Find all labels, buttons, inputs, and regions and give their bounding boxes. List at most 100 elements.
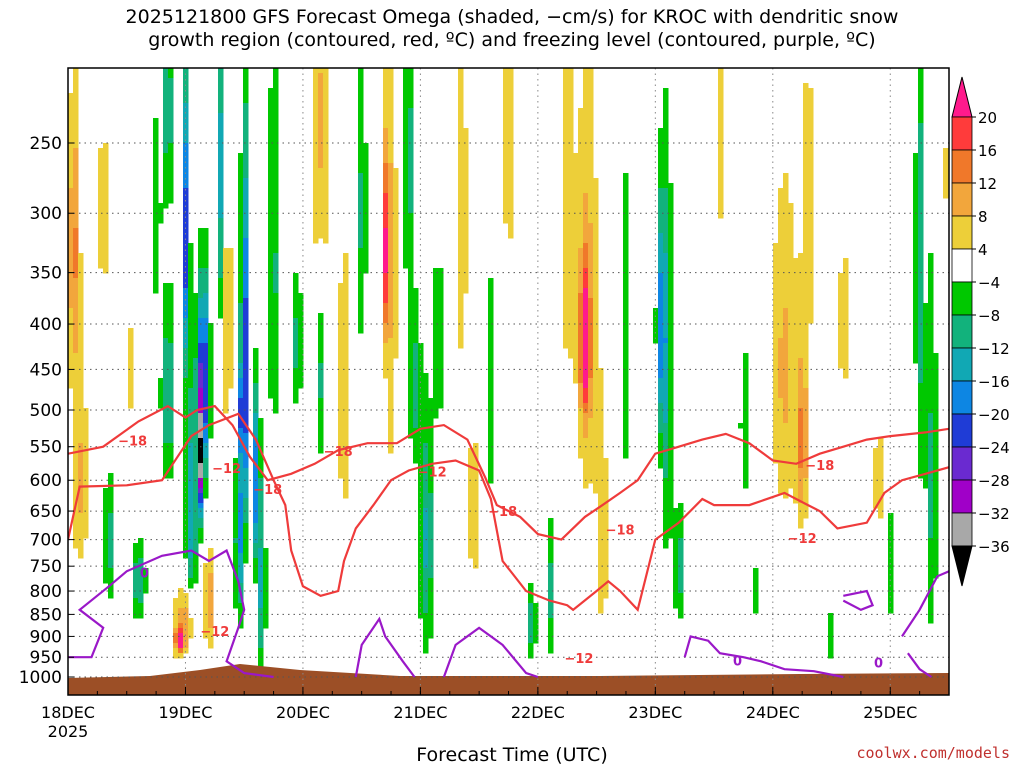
omega-cell [458, 303, 464, 309]
omega-cell [323, 238, 329, 244]
omega-cell [588, 208, 594, 214]
omega-cell [428, 443, 434, 449]
omega-cell [588, 418, 594, 424]
omega-cell [788, 263, 794, 269]
omega-cell [568, 233, 574, 239]
omega-cell [198, 488, 204, 494]
omega-cell [243, 548, 249, 554]
omega-cell [138, 598, 144, 604]
omega-cell [668, 483, 674, 489]
omega-cell [508, 83, 514, 89]
omega-cell [198, 248, 204, 254]
omega-cell [273, 288, 279, 294]
omega-cell [258, 593, 264, 599]
omega-cell [338, 368, 344, 374]
omega-cell [163, 203, 169, 209]
omega-cell [223, 343, 229, 349]
omega-cell [928, 398, 934, 404]
omega-cell [403, 138, 409, 144]
freezing-level-contour-segment [901, 570, 949, 638]
omega-cell [458, 238, 464, 244]
omega-cell [163, 313, 169, 319]
omega-cell [388, 198, 394, 204]
omega-cell [238, 513, 244, 519]
omega-cell [198, 293, 204, 299]
omega-cell [108, 503, 114, 509]
omega-cell [803, 143, 809, 149]
omega-cell [103, 233, 109, 239]
colorbar-cap-top [951, 76, 973, 118]
omega-cell [318, 113, 324, 119]
omega-cell [548, 588, 554, 594]
omega-cell [358, 93, 364, 99]
omega-cell [238, 378, 244, 384]
omega-cell [588, 383, 594, 389]
omega-cell [438, 333, 444, 339]
omega-cell [268, 228, 274, 234]
omega-cell [488, 383, 494, 389]
omega-cell [473, 543, 479, 549]
omega-cell [193, 493, 199, 499]
omega-cell [573, 378, 579, 384]
omega-cell [913, 263, 919, 269]
omega-cell [198, 373, 204, 379]
omega-cell [793, 378, 799, 384]
omega-cell [408, 213, 414, 219]
omega-cell [458, 133, 464, 139]
omega-cell [273, 203, 279, 209]
omega-cell [788, 393, 794, 399]
omega-cell [228, 333, 234, 339]
omega-cell [388, 143, 394, 149]
omega-cell [203, 313, 209, 319]
omega-cell [563, 183, 569, 189]
omega-cell [238, 533, 244, 539]
omega-cell [793, 423, 799, 429]
omega-cell [928, 288, 934, 294]
omega-cell [188, 453, 194, 459]
omega-cell [408, 358, 414, 364]
omega-cell [773, 353, 779, 359]
omega-cell [718, 88, 724, 94]
omega-cell [918, 228, 924, 234]
omega-cell [358, 83, 364, 89]
omega-cell [663, 128, 669, 134]
omega-cell [388, 153, 394, 159]
omega-cell [383, 338, 389, 344]
omega-cell [838, 318, 844, 324]
omega-cell [578, 293, 584, 299]
omega-cell [388, 403, 394, 409]
omega-cell [408, 278, 414, 284]
omega-cell [258, 548, 264, 554]
omega-cell [803, 148, 809, 154]
omega-cell [928, 393, 934, 399]
omega-cell [108, 578, 114, 584]
omega-cell [263, 623, 269, 629]
omega-cell [198, 503, 204, 509]
omega-cell [193, 538, 199, 544]
omega-cell [803, 243, 809, 249]
omega-cell [108, 538, 114, 544]
omega-cell [153, 278, 159, 284]
omega-cell [918, 128, 924, 134]
omega-cell [73, 168, 79, 174]
omega-cell [508, 208, 514, 214]
omega-cell [623, 368, 629, 374]
omega-cell [103, 193, 109, 199]
omega-cell [598, 398, 604, 404]
omega-cell [228, 298, 234, 304]
omega-cell [488, 278, 494, 284]
omega-cell [358, 318, 364, 324]
omega-cell [383, 168, 389, 174]
omega-cell [68, 218, 74, 224]
omega-cell [203, 413, 209, 419]
omega-cell [83, 418, 89, 424]
omega-cell [428, 488, 434, 494]
omega-cell [258, 653, 264, 659]
omega-cell [583, 208, 589, 214]
omega-cell [563, 88, 569, 94]
omega-cell [808, 318, 814, 324]
omega-cell [218, 93, 224, 99]
omega-cell [138, 578, 144, 584]
omega-cell [428, 583, 434, 589]
omega-cell [583, 233, 589, 239]
